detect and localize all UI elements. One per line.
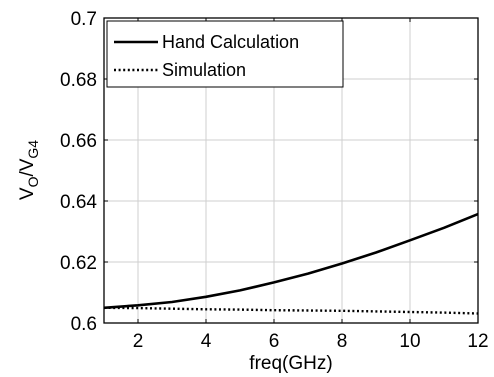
y-tick-label-2: 0.64 — [60, 192, 97, 213]
x-axis-label: freq(GHz) — [249, 353, 332, 374]
y-tick-label-4: 0.68 — [60, 70, 97, 91]
series-lines — [103, 212, 479, 315]
x-tick-label-5: 12 — [467, 331, 488, 352]
series-line-hand-calculation — [103, 212, 479, 310]
x-tick-label-4: 10 — [399, 331, 420, 352]
y-tick-label-3: 0.66 — [60, 131, 97, 152]
plot-frame — [103, 17, 479, 324]
y-tick-label-0: 0.6 — [71, 314, 97, 335]
legend-label-simulation: Simulation — [162, 60, 246, 80]
x-tick-label-3: 8 — [337, 331, 348, 352]
x-tick-label-2: 6 — [269, 331, 280, 352]
legend-box — [106, 20, 344, 88]
legend-label-hand-calculation: Hand Calculation — [162, 32, 299, 52]
legend: Hand Calculation Simulation — [106, 20, 344, 88]
y-tick-label-1: 0.62 — [60, 253, 97, 274]
y-axis-label: VO/VG4 — [17, 140, 41, 200]
tick-labels: 2 4 6 8 10 12 0.6 0.62 0.64 0.66 0.68 0.7 — [60, 9, 489, 352]
axis-ticks — [104, 17, 479, 324]
y-tick-label-5: 0.7 — [71, 9, 97, 30]
x-tick-label-0: 2 — [133, 331, 144, 352]
x-tick-label-1: 4 — [201, 331, 212, 352]
